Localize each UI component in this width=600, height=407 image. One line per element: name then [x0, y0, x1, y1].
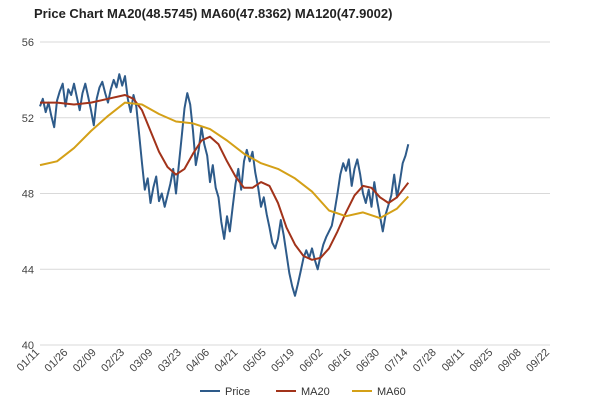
x-tick-label: 06/16 — [326, 347, 354, 375]
legend-label-price: Price — [225, 386, 250, 398]
chart-title: Price Chart MA20(48.5745) MA60(47.8362) … — [34, 6, 393, 21]
x-tick-label: 09/22 — [524, 347, 552, 375]
series-lines — [39, 73, 410, 297]
x-tick-label: 09/08 — [496, 347, 524, 375]
x-tick-label: 04/21 — [213, 347, 241, 375]
x-axis: 01/11 01/26 02/09 02/23 03/09 03/23 04/06 04/21… — [15, 347, 552, 375]
y-tick-label: 40 — [22, 340, 34, 352]
x-tick-label: 04/06 — [184, 347, 212, 375]
gridlines — [40, 41, 550, 346]
x-tick-label: 03/23 — [156, 347, 184, 375]
x-tick-label: 06/02 — [298, 347, 326, 375]
x-tick-label: 07/28 — [411, 347, 439, 375]
x-tick-label: 05/05 — [241, 347, 269, 375]
series-line-ma60 — [39, 101, 410, 220]
x-tick-label: 03/09 — [128, 347, 156, 375]
x-tick-label: 05/19 — [269, 347, 297, 375]
x-tick-label: 02/09 — [71, 347, 99, 375]
x-tick-label: 02/23 — [99, 347, 127, 375]
y-tick-label: 56 — [22, 37, 34, 49]
x-tick-label: 08/11 — [440, 347, 467, 374]
x-tick-label: 01/26 — [43, 347, 71, 375]
legend-label-ma20: MA20 — [301, 386, 330, 398]
series-line-ma20 — [40, 94, 410, 261]
x-tick-label: 08/25 — [468, 347, 496, 375]
y-axis: 40 44 48 52 56 — [22, 37, 34, 352]
legend-label-ma60: MA60 — [377, 386, 406, 398]
y-tick-label: 48 — [22, 189, 34, 201]
x-tick-label: 01/11 — [15, 347, 42, 374]
x-tick-label: 07/14 — [383, 347, 411, 375]
series-line-price — [39, 73, 410, 297]
y-tick-label: 44 — [22, 264, 34, 276]
y-tick-label: 52 — [22, 113, 34, 125]
x-tick-label: 06/30 — [354, 347, 382, 375]
legend: Price MA20 MA60 — [200, 386, 406, 398]
